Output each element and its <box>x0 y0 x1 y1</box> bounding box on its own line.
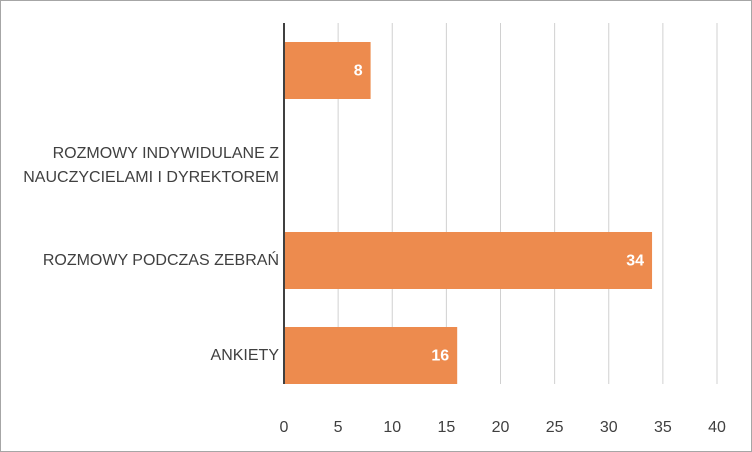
bar <box>284 327 458 384</box>
y-tick-label: ROZMOWY INDYWIDULANE Z NAUCZYCIELAMI I D… <box>23 144 279 186</box>
x-tick-label: 10 <box>383 419 401 436</box>
x-tick-label: 5 <box>334 419 343 436</box>
bar <box>284 42 371 99</box>
x-tick-label: 35 <box>654 419 672 436</box>
value-label: 8 <box>354 63 363 80</box>
y-tick-label: ANKIETY <box>210 346 279 364</box>
x-tick-label: 20 <box>492 419 510 436</box>
bar <box>284 232 653 289</box>
x-tick-label: 15 <box>437 419 455 436</box>
x-tick-label: 30 <box>600 419 618 436</box>
x-tick-label: 0 <box>280 419 289 436</box>
y-tick-label: ROZMOWY PODCZAS ZEBRAŃ <box>42 251 279 269</box>
value-label: 16 <box>431 348 449 365</box>
x-tick-label: 40 <box>708 419 726 436</box>
value-label: 34 <box>626 253 644 270</box>
x-tick-label: 25 <box>546 419 564 436</box>
